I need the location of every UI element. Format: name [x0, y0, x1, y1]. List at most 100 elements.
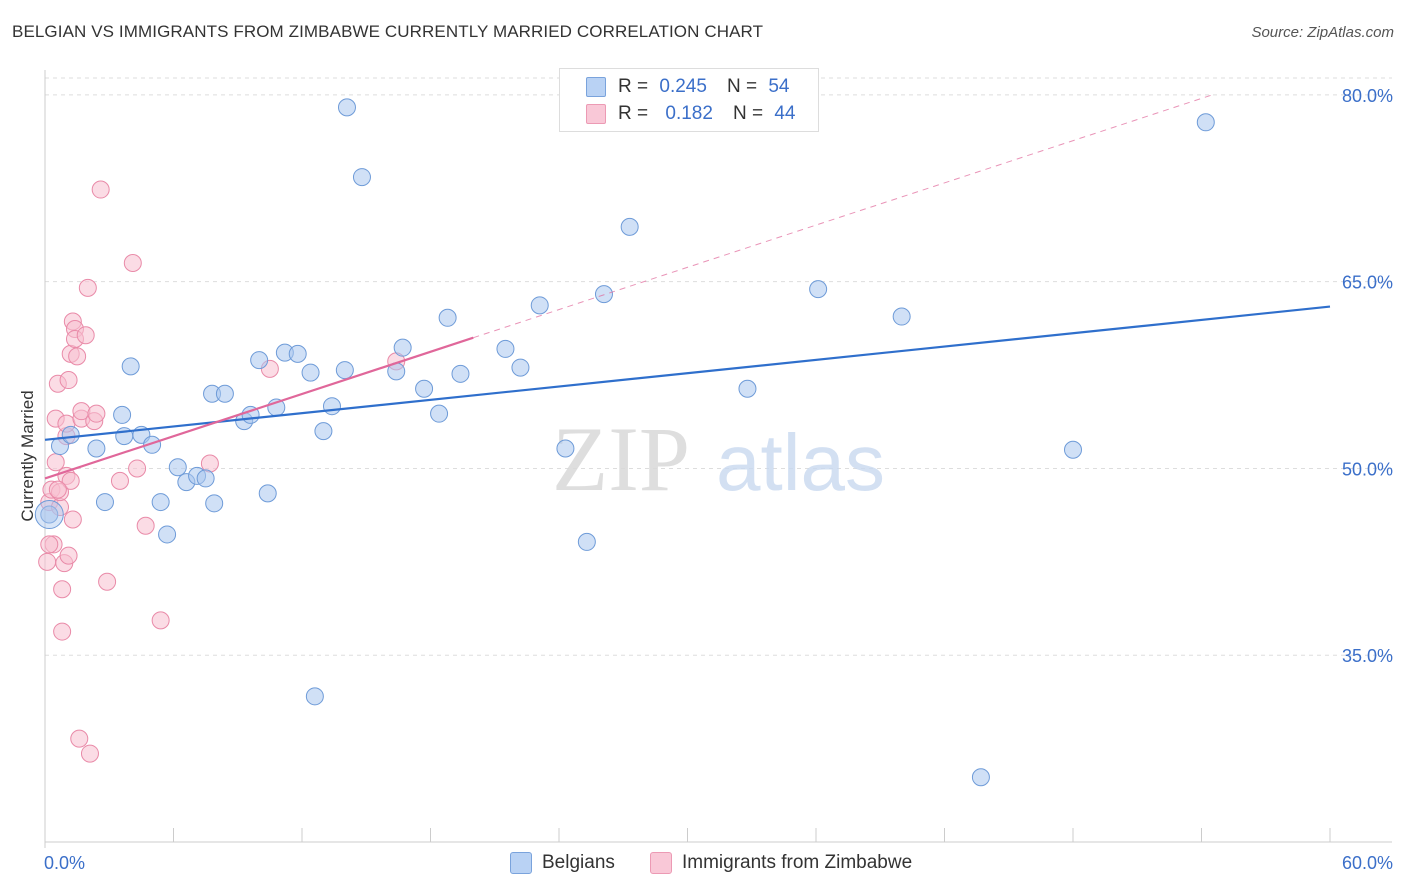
data-point-belgians — [352, 168, 371, 187]
series-legend: Belgians Immigrants from Zimbabwe — [0, 852, 1406, 878]
data-point-belgians — [322, 397, 341, 416]
data-point-belgians — [892, 307, 911, 326]
legend-item-zimbabwe[interactable]: Immigrants from Zimbabwe — [650, 852, 912, 874]
trendline-zimbabwe-extension — [473, 94, 1213, 339]
data-point-belgians — [40, 505, 59, 524]
data-point-zimbabwe — [200, 454, 219, 473]
legend-row-belgians: R = 0.245 N = 54 — [586, 75, 789, 99]
data-point-belgians — [196, 469, 215, 488]
data-point-belgians-large — [34, 500, 64, 530]
data-point-belgians — [151, 493, 170, 512]
legend-r-value: 0.245 — [659, 76, 707, 97]
data-point-zimbabwe — [70, 729, 89, 748]
legend-r-label: R = — [618, 76, 649, 97]
data-point-belgians — [415, 379, 434, 398]
data-point-zimbabwe — [123, 254, 142, 272]
source-label: Source: ZipAtlas.com — [1251, 24, 1394, 41]
x-tick-label: 60.0% — [1342, 853, 1393, 873]
data-point-belgians — [577, 532, 596, 551]
legend-item-belgians[interactable]: Belgians — [510, 852, 615, 874]
data-point-zimbabwe — [59, 546, 78, 565]
x-tick-label: 0.0% — [44, 853, 85, 873]
data-point-zimbabwe — [110, 471, 129, 490]
data-point-zimbabwe — [53, 622, 72, 641]
data-point-zimbabwe — [128, 459, 147, 478]
tick-labels: 35.0% 50.0% 65.0% 80.0% 0.0% 60.0% — [44, 86, 1393, 873]
data-point-zimbabwe — [40, 535, 59, 554]
data-point-belgians — [61, 425, 80, 444]
watermark-atlas: atlas — [716, 418, 885, 507]
data-point-zimbabwe — [61, 471, 80, 490]
data-point-belgians — [556, 439, 575, 458]
data-point-belgians — [143, 435, 162, 454]
data-point-zimbabwe — [76, 326, 95, 345]
data-point-belgians — [530, 296, 549, 315]
data-point-zimbabwe — [78, 278, 97, 297]
data-point-belgians — [511, 358, 530, 377]
watermark-zip: ZIP — [552, 408, 690, 510]
data-point-zimbabwe — [38, 552, 57, 571]
data-point-zimbabwe — [53, 580, 72, 599]
chart-title: BELGIAN VS IMMIGRANTS FROM ZIMBABWE CURR… — [12, 22, 764, 41]
legend-n-value: 44 — [774, 103, 796, 124]
stats-legend: R = 0.245 N = 54 R = 0.182 N = 44 — [559, 68, 819, 132]
legend-swatch-zimbabwe — [586, 104, 606, 124]
data-point-belgians — [205, 494, 224, 513]
data-point-belgians — [337, 98, 356, 117]
data-point-belgians — [288, 344, 307, 363]
data-point-zimbabwe — [46, 453, 65, 472]
data-point-belgians — [1196, 113, 1215, 132]
data-point-zimbabwe — [80, 744, 99, 763]
data-point-zimbabwe — [68, 347, 87, 366]
data-point-belgians — [314, 422, 333, 441]
y-tick-label: 80.0% — [1342, 86, 1393, 106]
data-point-belgians — [430, 404, 449, 423]
data-point-zimbabwe — [91, 180, 110, 199]
data-point-zimbabwe — [98, 572, 117, 591]
trendline-belgians — [44, 305, 1331, 441]
data-point-belgians — [250, 351, 269, 370]
data-point-belgians — [305, 687, 324, 706]
legend-label-belgians: Belgians — [542, 852, 615, 873]
data-point-belgians — [258, 484, 277, 503]
data-point-belgians — [594, 285, 613, 304]
series-zimbabwe-points — [38, 180, 406, 763]
legend-r-value: 0.182 — [665, 103, 713, 124]
data-point-belgians — [1064, 440, 1082, 459]
y-tick-label: 50.0% — [1342, 459, 1393, 479]
trendline-zimbabwe — [44, 336, 474, 480]
legend-label-zimbabwe: Immigrants from Zimbabwe — [682, 852, 913, 873]
data-point-belgians — [95, 493, 114, 512]
legend-n-value: 54 — [768, 76, 790, 97]
legend-row-zimbabwe: R = 0.182 N = 44 — [586, 102, 795, 126]
data-point-belgians — [158, 525, 177, 544]
data-point-belgians — [168, 458, 187, 477]
y-axis-label: Currently Married — [18, 390, 37, 521]
data-point-belgians — [738, 379, 757, 398]
data-point-zimbabwe — [63, 510, 82, 529]
data-point-belgians — [215, 384, 234, 403]
axes — [44, 70, 1392, 848]
data-point-zimbabwe — [48, 480, 67, 499]
legend-swatch-zimbabwe — [650, 852, 672, 874]
data-point-belgians — [451, 364, 470, 383]
data-point-belgians — [335, 361, 354, 380]
watermark: ZIP atlas — [552, 408, 885, 510]
data-point-belgians — [496, 339, 515, 358]
legend-swatch-belgians — [510, 852, 532, 874]
legend-n-label: N = — [726, 76, 758, 97]
data-point-belgians — [121, 357, 140, 376]
data-point-belgians — [301, 363, 320, 382]
data-point-zimbabwe — [136, 516, 155, 535]
data-point-belgians — [971, 768, 990, 787]
data-point-belgians — [87, 439, 106, 458]
data-point-belgians — [620, 217, 639, 236]
series-belgians-points — [34, 98, 1215, 787]
data-point-belgians — [438, 308, 457, 327]
data-point-zimbabwe — [59, 371, 78, 390]
data-point-belgians — [809, 280, 828, 299]
trend-lines — [44, 94, 1331, 480]
data-point-belgians — [113, 405, 132, 424]
data-point-belgians — [393, 338, 412, 357]
